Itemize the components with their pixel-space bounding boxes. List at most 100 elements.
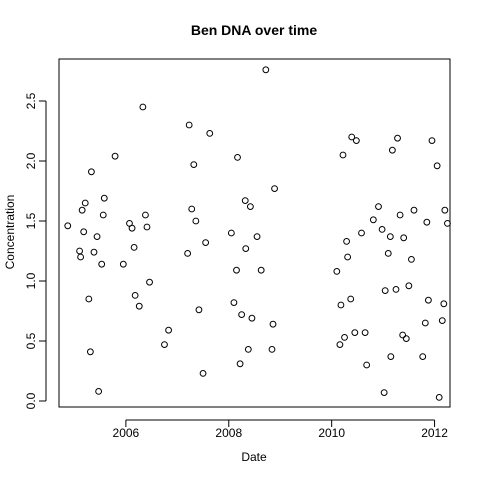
data-point [199,370,207,377]
data-point [88,168,95,176]
data-point [142,211,149,219]
data-point [421,319,429,327]
data-point [242,245,250,253]
data-point [184,250,192,257]
data-point [348,133,356,141]
y-tick-label: 2.0 [24,152,38,169]
data-point [111,152,119,160]
data-point [423,218,431,226]
data-point [380,389,388,397]
data-point [253,233,261,241]
y-tick-label: 0.0 [24,392,38,409]
data-point [139,103,147,111]
chart-title: Ben DNA over time [191,22,318,38]
data-point [271,185,278,193]
data-point [441,206,449,214]
data-point [64,222,72,230]
data-point [86,348,94,356]
data-point [76,247,83,255]
plot-area [58,58,451,408]
data-point [396,211,404,219]
data-point [244,346,252,353]
data-point [410,206,418,214]
data-point [185,121,193,129]
x-axis: 2006 2008 2010 2012 [113,419,448,440]
data-point [378,226,386,233]
x-tick-label: 2006 [113,426,140,440]
data-point [433,162,441,170]
data-point [363,361,371,369]
y-tick-label: 0.5 [24,332,38,349]
data-point [394,134,401,142]
data-point [90,248,98,256]
data-point [336,341,344,349]
data-point [269,320,277,328]
data-point [268,346,276,353]
data-point [246,203,254,211]
data-point [128,224,136,232]
data-point [408,256,415,263]
data-point [333,268,341,275]
data-point [85,295,93,303]
data-point [361,329,369,337]
data-point [195,306,203,314]
data-point [444,220,451,227]
data-point [165,326,172,334]
data-point [188,205,196,213]
data-point [369,216,377,224]
x-axis-label: Date [241,450,267,464]
data-point [192,217,200,225]
data-point [100,194,108,202]
data-point [351,329,359,337]
data-point [248,314,256,322]
data-point [262,66,270,74]
x-tick-label: 2008 [215,426,242,440]
data-point [387,353,395,361]
y-axis-label: Concentration [3,195,17,270]
data-point [435,394,443,401]
x-tick-label: 2010 [318,426,345,440]
data-point [402,335,410,343]
data-point [344,253,352,261]
data-point [77,253,85,261]
data-point [381,287,389,295]
data-point [236,360,244,368]
data-point [78,206,86,214]
data-point [202,239,210,247]
data-point [230,299,238,307]
data-point [347,295,355,303]
data-point [386,233,394,241]
data-point [400,234,408,242]
data-point [143,223,151,231]
y-axis: 0.0 0.5 1.0 1.5 2.0 2.5 [24,92,47,409]
data-point [233,266,240,274]
data-point [234,154,241,161]
data-point [131,292,139,299]
data-point [95,388,103,395]
data-point [384,250,392,257]
data-point [438,317,446,325]
y-tick-label: 1.5 [24,212,38,229]
data-point [388,146,396,154]
data-point [392,286,400,293]
data-point [135,302,143,310]
data-point [341,334,348,341]
data-point [343,238,350,245]
data-point [257,266,265,274]
data-point [399,331,407,339]
data-point [337,301,345,309]
data-point [358,229,365,237]
data-point [241,197,249,205]
data-point [424,296,432,304]
y-tick-label: 1.0 [24,272,38,289]
data-point [440,300,448,308]
data-point [99,211,107,219]
data-point [93,233,101,241]
x-tick-label: 2012 [421,426,448,440]
data-point [161,341,168,349]
data-point [206,130,214,137]
data-point [81,199,89,207]
data-point [428,137,436,145]
data-point [352,137,360,145]
